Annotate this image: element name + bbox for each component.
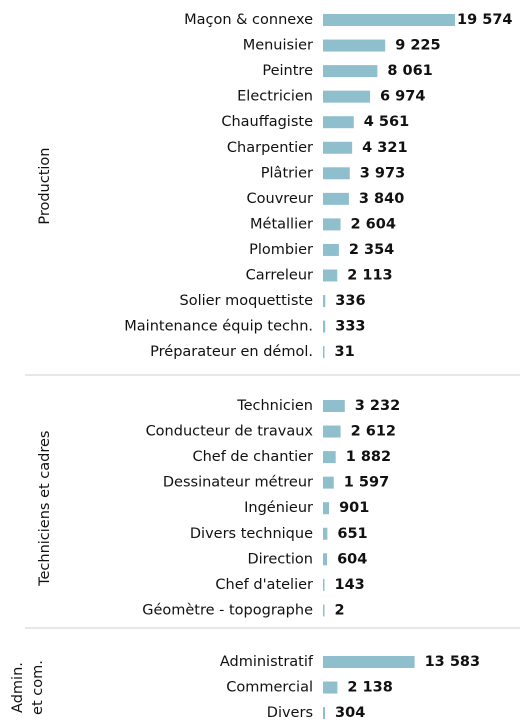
value-label: 19 574 xyxy=(457,12,513,28)
value-label: 3 840 xyxy=(359,191,404,207)
category-label: Charpentier xyxy=(227,140,313,156)
bar xyxy=(323,578,325,591)
value-label: 2 354 xyxy=(349,242,394,258)
group-label: Admin. xyxy=(10,662,26,713)
category-label: Maintenance équip techn. xyxy=(124,319,313,335)
category-label: Direction xyxy=(247,551,313,567)
value-label: 651 xyxy=(337,526,367,542)
bar xyxy=(323,167,350,180)
bar xyxy=(323,65,378,78)
category-label: Chauffagiste xyxy=(221,114,313,130)
bar xyxy=(323,141,353,154)
category-label: Solier moquettiste xyxy=(180,293,314,309)
value-label: 2 138 xyxy=(347,680,392,696)
bar xyxy=(323,295,326,308)
bar xyxy=(323,243,339,256)
category-label: Chef de chantier xyxy=(192,449,313,465)
group-label: et com. xyxy=(30,660,46,715)
bar xyxy=(323,451,336,464)
value-label: 604 xyxy=(337,551,367,567)
value-label: 8 061 xyxy=(387,63,432,79)
bar xyxy=(323,425,341,438)
value-label: 31 xyxy=(335,344,355,360)
bar xyxy=(323,681,338,694)
value-label: 1 597 xyxy=(344,475,389,491)
category-label: Divers xyxy=(267,705,313,721)
bar xyxy=(323,656,415,668)
value-label: 2 xyxy=(335,602,345,618)
category-label: Couvreur xyxy=(247,191,314,207)
bar xyxy=(323,527,328,540)
bar xyxy=(323,320,326,333)
bar xyxy=(323,269,338,282)
value-label: 901 xyxy=(339,500,369,516)
bar xyxy=(323,39,386,52)
category-label: Electricien xyxy=(237,89,313,105)
bar xyxy=(323,14,455,26)
bar xyxy=(323,476,334,489)
value-label: 3 232 xyxy=(355,398,400,414)
bar xyxy=(323,192,349,205)
category-label: Dessinateur métreur xyxy=(163,475,313,491)
category-label: Plombier xyxy=(249,242,313,258)
category-label: Préparateur en démol. xyxy=(150,344,313,360)
value-label: 6 974 xyxy=(380,89,425,105)
value-label: 3 973 xyxy=(360,165,405,181)
category-label: Commercial xyxy=(226,680,313,696)
bar xyxy=(323,707,326,720)
value-label: 4 321 xyxy=(362,140,407,156)
value-label: 2 113 xyxy=(347,268,392,284)
bar xyxy=(323,116,354,129)
value-label: 304 xyxy=(335,705,365,721)
bar xyxy=(323,553,328,566)
value-label: 2 612 xyxy=(351,424,396,440)
bar xyxy=(323,218,341,231)
bar xyxy=(323,604,325,617)
group-label: Production xyxy=(37,147,53,224)
bar xyxy=(323,502,330,515)
category-label: Maçon & connexe xyxy=(184,12,313,28)
value-label: 336 xyxy=(335,293,365,309)
group-label: Techniciens et cadres xyxy=(37,431,53,587)
bar xyxy=(323,90,371,103)
value-label: 143 xyxy=(335,577,365,593)
category-label: Conducteur de travaux xyxy=(146,424,314,440)
value-label: 2 604 xyxy=(351,216,396,232)
value-label: 9 225 xyxy=(395,38,440,54)
category-label: Administratif xyxy=(220,654,314,670)
value-label: 333 xyxy=(335,319,365,335)
value-label: 1 882 xyxy=(346,449,391,465)
category-label: Carreleur xyxy=(246,268,313,284)
value-label: 4 561 xyxy=(364,114,409,130)
category-label: Menuisier xyxy=(243,38,313,54)
category-label: Plâtrier xyxy=(261,165,313,181)
category-label: Métallier xyxy=(250,216,313,232)
bar xyxy=(323,400,345,412)
category-label: Géomètre - topographe xyxy=(142,602,313,618)
category-label: Chef d'atelier xyxy=(215,577,313,593)
category-label: Divers technique xyxy=(190,526,313,542)
category-label: Ingénieur xyxy=(244,500,313,516)
category-label: Technicien xyxy=(236,398,313,414)
category-label: Peintre xyxy=(262,63,313,79)
bar xyxy=(323,346,325,359)
value-label: 13 583 xyxy=(425,654,481,670)
